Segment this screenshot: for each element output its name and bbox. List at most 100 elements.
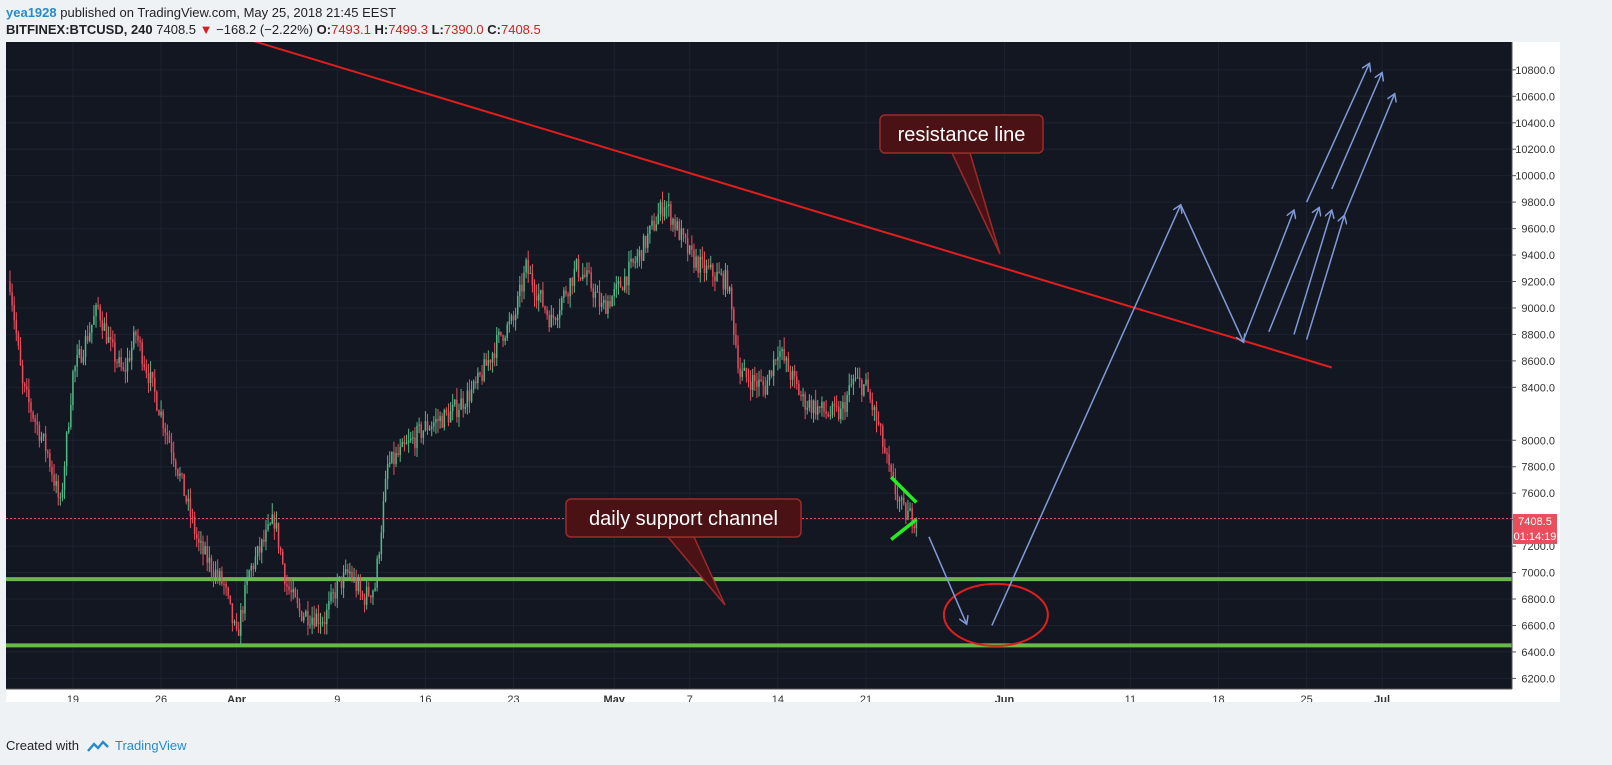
candle-body xyxy=(227,587,229,596)
time-tick-label: 25 xyxy=(1300,694,1312,702)
candle-body xyxy=(326,609,328,625)
resistance-line xyxy=(253,42,1333,369)
candle-body xyxy=(865,379,867,385)
candle-body xyxy=(47,451,49,454)
candle-body xyxy=(357,580,360,591)
candle-body xyxy=(642,236,645,261)
projection-arrow xyxy=(928,536,967,624)
price-tick-label: 10800.0 xyxy=(1515,65,1555,77)
candle-body xyxy=(258,546,261,553)
candle-body xyxy=(531,273,534,286)
candle-body xyxy=(198,538,200,543)
candle-body xyxy=(187,498,190,502)
candle-body xyxy=(472,381,475,390)
candle-body xyxy=(359,580,362,593)
candle-body xyxy=(158,410,160,416)
candle-body xyxy=(88,332,91,342)
candle-body xyxy=(128,358,131,361)
candle-body xyxy=(118,357,120,364)
candle-body xyxy=(349,571,351,574)
candle-body xyxy=(263,539,265,542)
candle-body xyxy=(689,245,691,254)
price-tick-label: 9800.0 xyxy=(1521,197,1555,209)
candle-body xyxy=(372,590,374,598)
candle-body xyxy=(856,377,859,379)
candle-body xyxy=(42,433,45,437)
candle-body xyxy=(701,256,704,260)
candle-body xyxy=(430,426,433,429)
candle-body xyxy=(722,273,725,290)
candle-body xyxy=(355,577,357,591)
candle-body xyxy=(233,621,236,624)
time-axis[interactable]: 19 26 Apr 9 16 23 May 7 14 21 Jun 11 18 25 Jul xyxy=(67,694,1390,702)
author-link[interactable]: yea1928 xyxy=(6,5,57,20)
price-tick-label: 6600.0 xyxy=(1521,620,1555,632)
candle-body xyxy=(32,412,34,419)
candle-body xyxy=(449,411,452,423)
candle-body xyxy=(456,399,458,417)
price-axis[interactable]: 10800.0 10600.0 10400.0 10200.0 10000.0 9800.… xyxy=(1512,65,1555,686)
candle-body xyxy=(802,394,804,397)
candle-body xyxy=(386,464,389,479)
candle-body xyxy=(38,424,41,441)
publisher-line: yea1928 published on TradingView.com, Ma… xyxy=(6,4,541,21)
candle-body xyxy=(412,437,414,439)
candle-body xyxy=(332,592,334,594)
candle-body xyxy=(154,377,156,392)
candle-body xyxy=(229,595,232,604)
low-value: 7390.0 xyxy=(443,22,484,37)
candle-body xyxy=(261,539,263,553)
tradingview-logo-icon[interactable] xyxy=(87,739,109,753)
candle-body xyxy=(533,285,536,296)
candle-body xyxy=(804,394,806,410)
candle-body xyxy=(420,424,422,438)
candle-body xyxy=(61,489,64,498)
candle-body xyxy=(67,427,70,433)
candle-body xyxy=(468,390,471,402)
candle-body xyxy=(435,418,437,423)
candle-body xyxy=(76,354,78,367)
resistance-callout-label: resistance line xyxy=(898,124,1026,146)
candle-body xyxy=(718,271,720,274)
countdown-tag-box xyxy=(1513,529,1557,544)
candle-body xyxy=(395,453,397,465)
price-tick-label: 10000.0 xyxy=(1515,171,1555,183)
candle-body xyxy=(647,233,649,248)
candle-body xyxy=(174,460,177,470)
candle-body xyxy=(793,370,796,377)
candle-body xyxy=(191,516,194,518)
price-chart[interactable]: resistance line daily support channel 108… xyxy=(0,42,1612,702)
candle-body xyxy=(269,523,271,525)
time-axis-background xyxy=(6,689,1554,702)
candle-body xyxy=(615,283,618,290)
candle-body xyxy=(655,224,657,231)
candle-body xyxy=(672,218,674,225)
candle-body xyxy=(237,629,240,636)
candle-body xyxy=(852,378,855,385)
tradingview-link[interactable]: TradingView xyxy=(114,738,187,753)
candle-body xyxy=(53,474,55,486)
candle-body xyxy=(112,339,114,343)
target-ellipse xyxy=(942,582,1049,647)
candle-body xyxy=(162,411,164,429)
candle-body xyxy=(160,411,162,416)
candle-body xyxy=(462,398,464,409)
price-tick-label: 7200.0 xyxy=(1521,541,1555,553)
candle-body xyxy=(623,276,626,291)
candle-body xyxy=(783,349,785,361)
time-tick-label: 23 xyxy=(507,694,519,702)
candle-body xyxy=(907,510,909,520)
candle-body xyxy=(298,603,301,612)
candle-body xyxy=(756,381,758,387)
candle-body xyxy=(787,357,790,372)
candle-body xyxy=(621,287,624,291)
candle-body xyxy=(726,270,729,292)
candle-body xyxy=(401,441,404,447)
upside-arrow xyxy=(1343,94,1394,216)
candle-body xyxy=(609,301,611,307)
candle-body xyxy=(854,377,857,379)
candle-body xyxy=(290,589,292,593)
candle-body xyxy=(246,577,248,585)
time-tick-label: Jul xyxy=(1374,694,1390,702)
candle-body xyxy=(514,314,517,321)
